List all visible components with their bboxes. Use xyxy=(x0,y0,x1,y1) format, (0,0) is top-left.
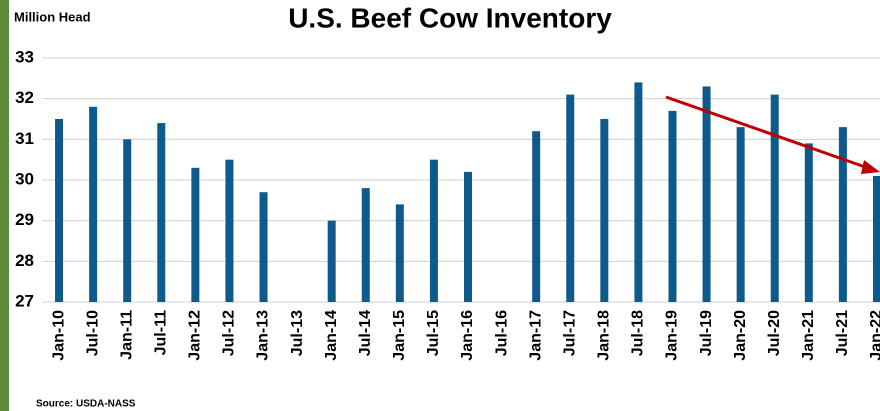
y-tick-label: 29 xyxy=(15,210,34,229)
y-axis-label: Million Head xyxy=(14,9,91,24)
x-tick-label: Jan-18 xyxy=(596,310,613,361)
bar xyxy=(600,119,608,302)
x-tick-label: Jan-19 xyxy=(664,310,681,361)
bar xyxy=(123,139,131,302)
bar xyxy=(260,192,268,302)
bar xyxy=(89,107,97,302)
y-tick-label: 32 xyxy=(15,88,34,107)
x-tick-label: Jan-15 xyxy=(391,310,408,361)
x-tick-label: Jan-10 xyxy=(50,310,67,361)
y-tick-label: 33 xyxy=(15,47,34,66)
x-tick-label: Jul-12 xyxy=(221,310,238,356)
x-tick-label: Jul-15 xyxy=(425,310,442,356)
x-tick-label: Jan-16 xyxy=(459,310,476,361)
chart-title: U.S. Beef Cow Inventory xyxy=(288,2,612,33)
x-tick-label: Jan-17 xyxy=(527,310,544,361)
bar xyxy=(157,123,165,302)
bar xyxy=(805,143,813,302)
arrow-head xyxy=(861,160,880,174)
x-tick-label: Jan-13 xyxy=(255,310,272,361)
x-tick-label: Jul-18 xyxy=(630,310,647,356)
bar xyxy=(634,82,642,302)
x-tick-label: Jan-20 xyxy=(732,310,749,361)
x-tick-label: Jan-12 xyxy=(187,310,204,361)
x-tick-label: Jul-11 xyxy=(152,310,169,355)
x-tick-label: Jul-16 xyxy=(493,310,510,356)
x-tick-label: Jan-11 xyxy=(118,310,135,360)
y-tick-label: 28 xyxy=(15,251,34,270)
bar xyxy=(225,160,233,302)
bar xyxy=(668,111,676,302)
bar xyxy=(532,131,540,302)
bar xyxy=(737,127,745,302)
bar xyxy=(396,204,404,302)
x-tick-label: Jan-14 xyxy=(323,310,340,361)
y-tick-label: 30 xyxy=(15,169,34,188)
bar xyxy=(328,221,336,302)
bar xyxy=(362,188,370,302)
bar xyxy=(839,127,847,302)
source-note: Source: USDA-NASS xyxy=(36,399,136,410)
x-tick-label: Jul-20 xyxy=(766,310,783,356)
x-tick-label: Jul-17 xyxy=(561,310,578,356)
bar xyxy=(430,160,438,302)
bar xyxy=(566,95,574,302)
chart: Million Head U.S. Beef Cow Inventory Sou… xyxy=(0,0,880,411)
x-tick-label: Jul-10 xyxy=(84,310,101,356)
bar xyxy=(771,95,779,302)
bar xyxy=(191,168,199,302)
y-tick-label: 31 xyxy=(15,129,34,148)
page: {"chart_data": {"type": "bar", "title": … xyxy=(0,0,880,411)
bar xyxy=(703,86,711,302)
plot-area: 27 28 29 30 31 32 33 Jan-10 Jul-10 Jan-11 Jul-11 Ja… xyxy=(15,47,880,360)
trend-line xyxy=(666,97,868,168)
bar xyxy=(873,176,880,302)
x-tick-label: Jul-21 xyxy=(834,310,851,356)
x-tick-label: Jul-19 xyxy=(698,310,715,356)
background-strip xyxy=(0,0,9,411)
x-tick-label: Jan-22 xyxy=(868,310,880,361)
bar xyxy=(464,172,472,302)
x-tick-label: Jul-14 xyxy=(357,310,374,356)
bar xyxy=(55,119,63,302)
y-tick-label: 27 xyxy=(15,291,34,310)
x-tick-label: Jan-21 xyxy=(800,310,817,361)
x-tick-label: Jul-13 xyxy=(289,310,306,356)
